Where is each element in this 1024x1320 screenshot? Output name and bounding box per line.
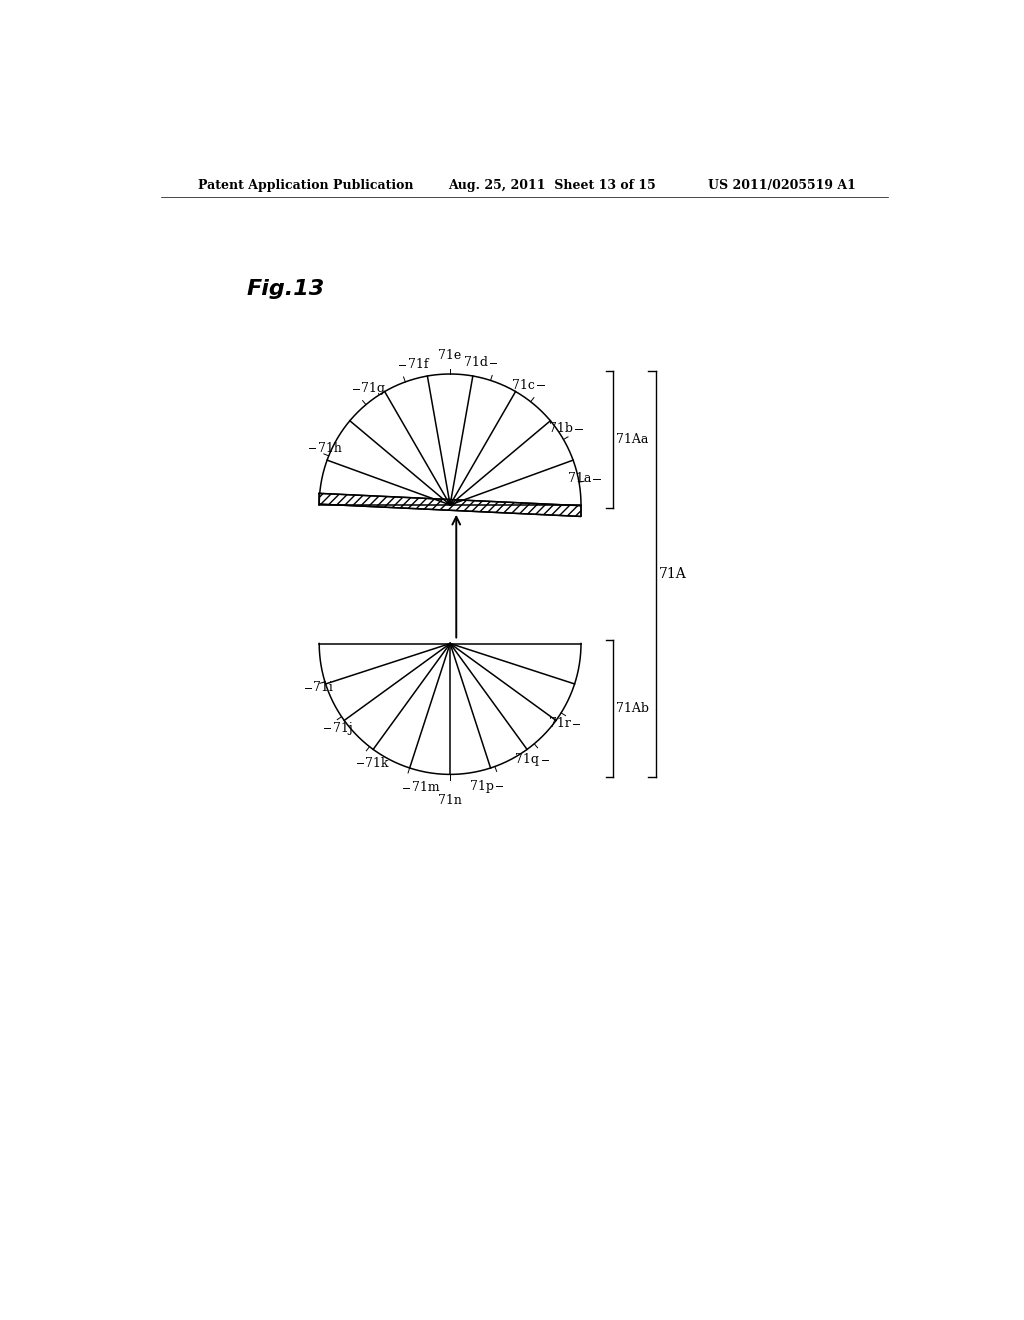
Text: Fig.13: Fig.13 bbox=[246, 280, 325, 300]
Text: 71q: 71q bbox=[515, 754, 540, 767]
Polygon shape bbox=[319, 494, 581, 516]
Text: 71g: 71g bbox=[361, 381, 385, 395]
Text: 71b: 71b bbox=[549, 422, 573, 436]
Text: 71f: 71f bbox=[408, 358, 428, 371]
Text: 71A: 71A bbox=[658, 568, 686, 581]
Text: Patent Application Publication: Patent Application Publication bbox=[199, 178, 414, 191]
Text: 71m: 71m bbox=[412, 781, 439, 795]
Text: Aug. 25, 2011  Sheet 13 of 15: Aug. 25, 2011 Sheet 13 of 15 bbox=[447, 178, 655, 191]
Text: 71Ab: 71Ab bbox=[616, 702, 649, 715]
Text: 71n: 71n bbox=[438, 795, 462, 807]
Text: 71c: 71c bbox=[512, 379, 536, 392]
Text: US 2011/0205519 A1: US 2011/0205519 A1 bbox=[708, 178, 856, 191]
Text: 71k: 71k bbox=[366, 756, 388, 770]
Text: 71a: 71a bbox=[567, 473, 591, 484]
Text: 71Aa: 71Aa bbox=[616, 433, 649, 446]
Text: 71r: 71r bbox=[549, 718, 570, 730]
Text: 71j: 71j bbox=[333, 722, 352, 735]
Text: 71h: 71h bbox=[317, 441, 342, 454]
Text: 71d: 71d bbox=[464, 356, 487, 370]
Text: 71p: 71p bbox=[470, 780, 494, 793]
Text: 71e: 71e bbox=[438, 350, 462, 362]
Text: 71i: 71i bbox=[313, 681, 333, 694]
